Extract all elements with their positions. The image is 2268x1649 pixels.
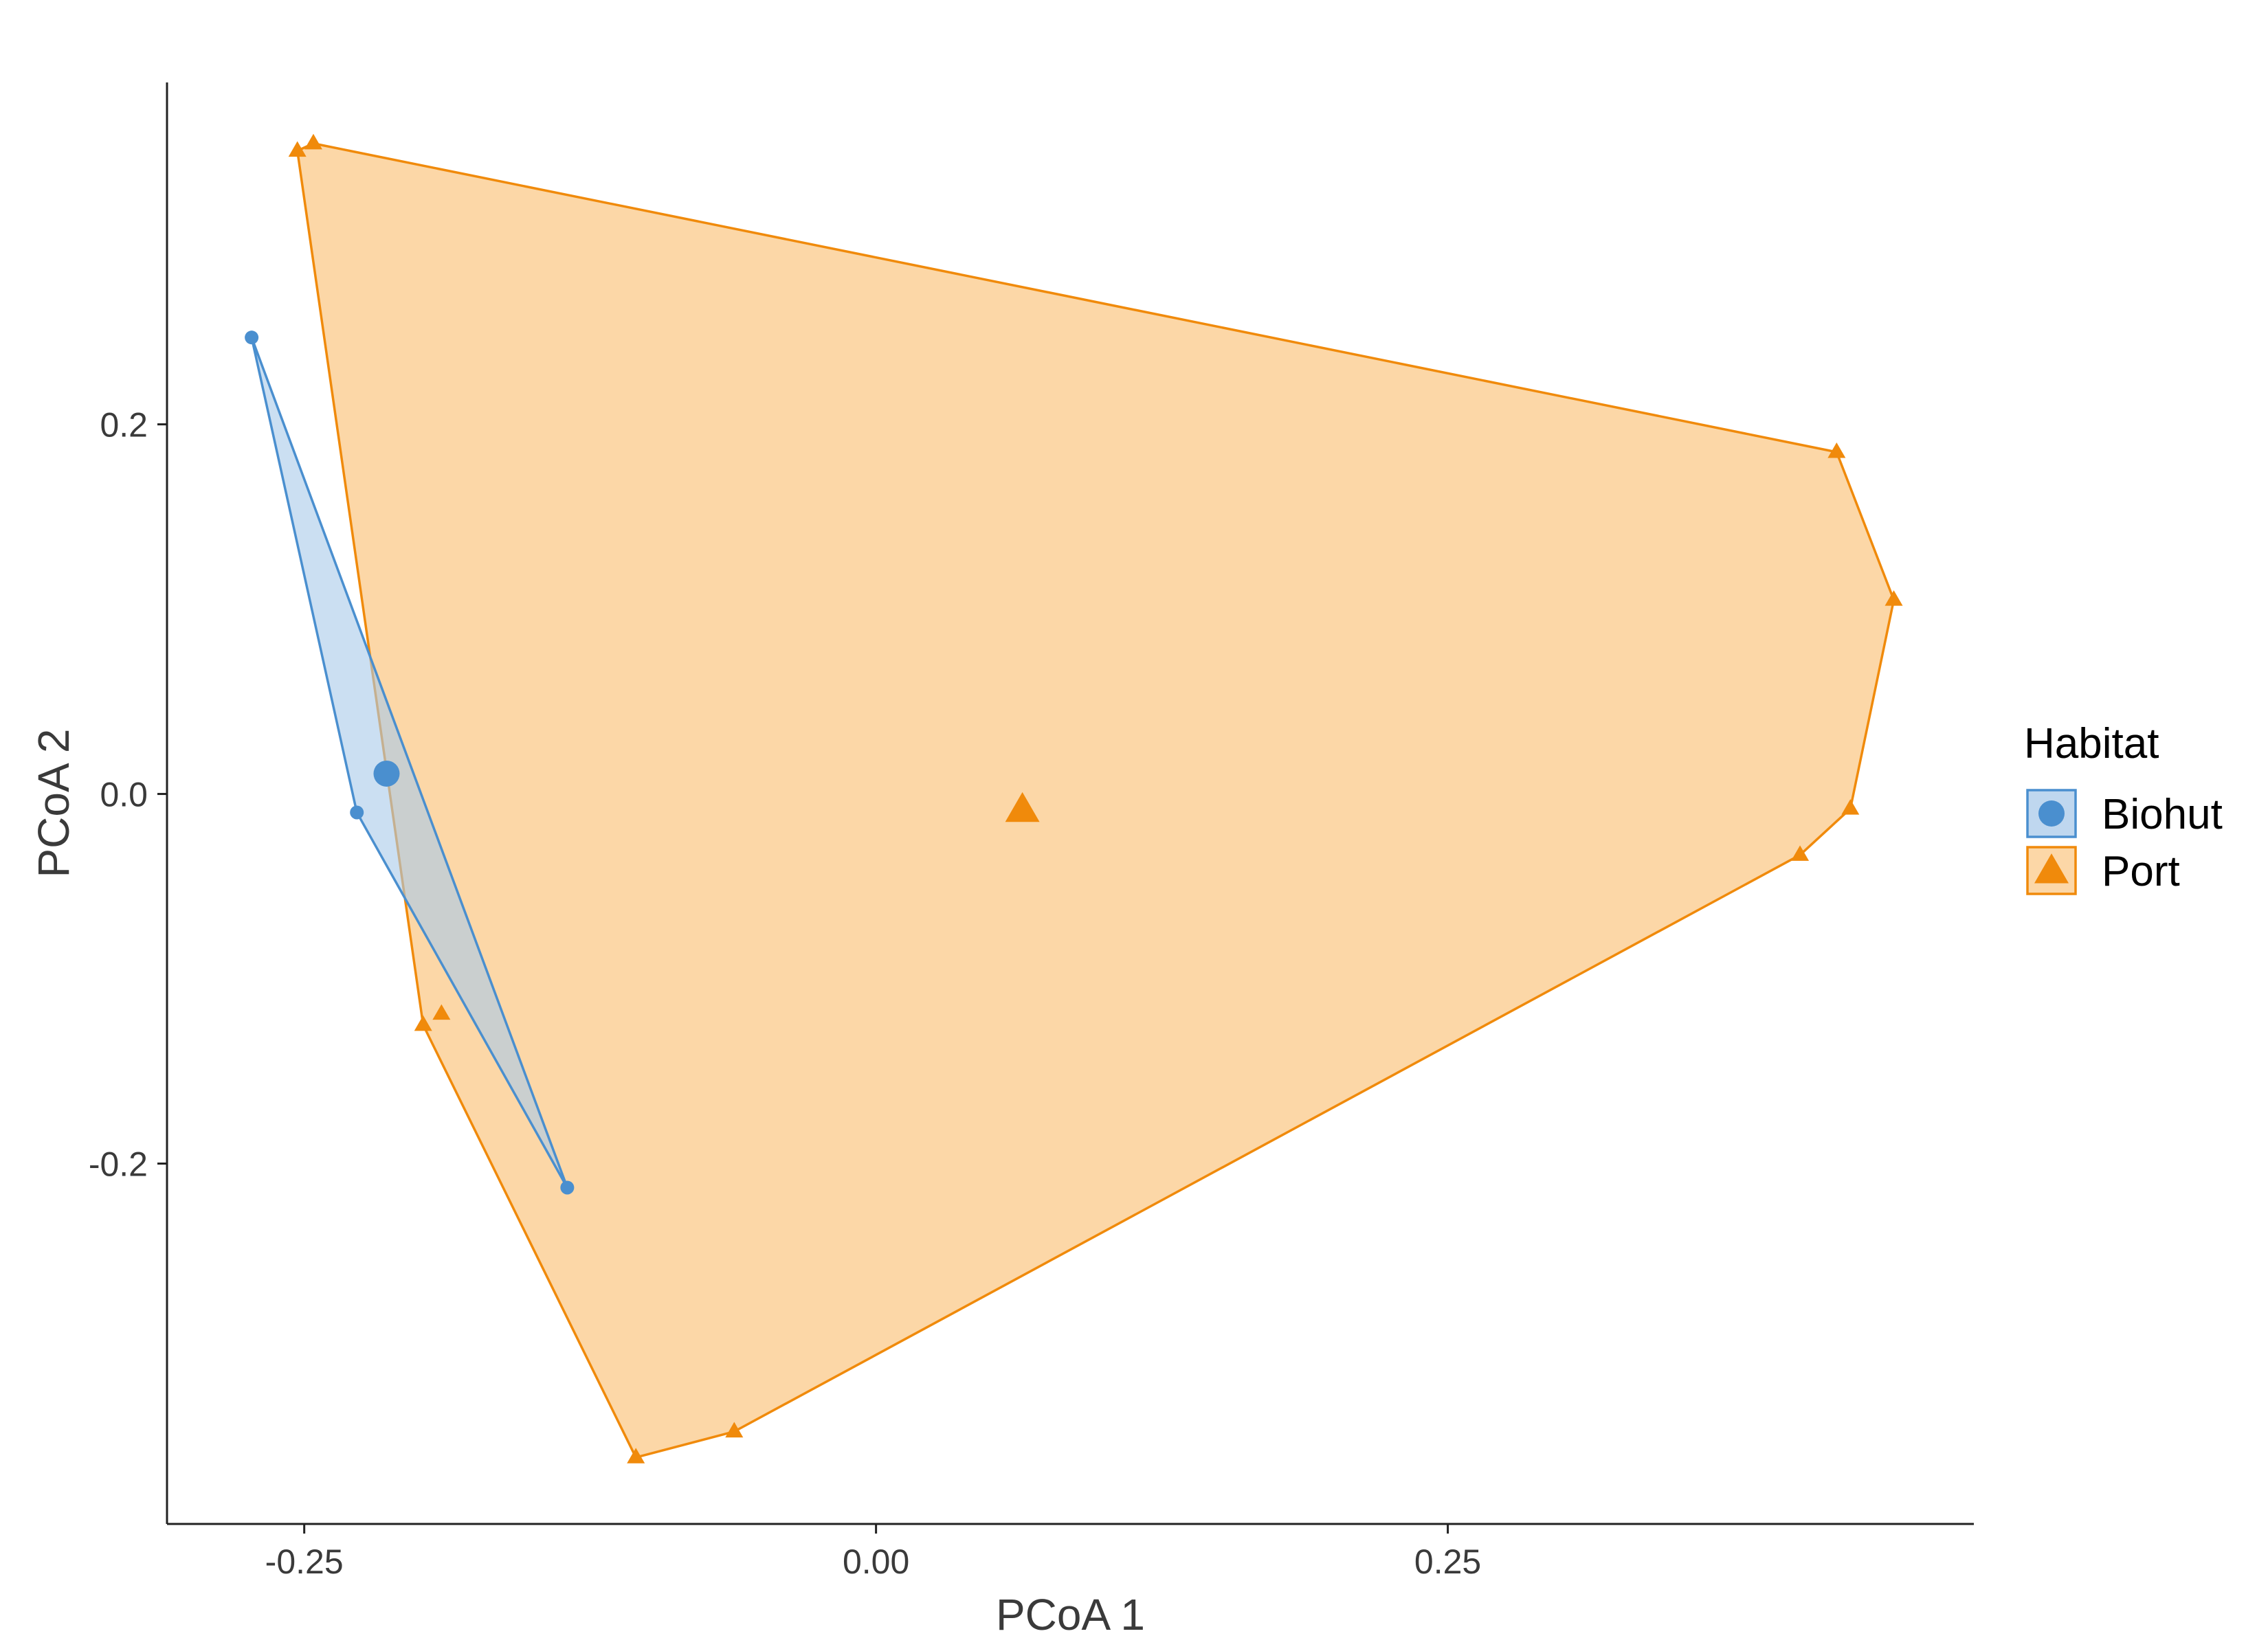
point-port	[432, 1004, 451, 1020]
hull-port	[296, 142, 1895, 1459]
legend-symbol-biohut	[2038, 800, 2065, 827]
y-axis-title: PCoA 2	[29, 728, 78, 877]
point-port	[1827, 442, 1846, 458]
x-tick-label: 0.00	[843, 1543, 909, 1581]
point-port	[414, 1015, 432, 1031]
point-port	[1791, 845, 1810, 861]
centroid-port	[1005, 792, 1040, 822]
point-port	[288, 141, 307, 157]
x-axis-ticks: -0.25 0.00 0.25	[265, 1524, 1481, 1581]
legend-symbol-port	[2034, 853, 2069, 884]
plot-area	[245, 133, 1903, 1463]
x-tick-label: 0.25	[1414, 1543, 1481, 1581]
y-tick-label: 0.2	[100, 406, 148, 445]
point-port	[304, 133, 322, 150]
legend-item-biohut: Biohut	[2026, 789, 2223, 838]
hull-biohut	[250, 336, 569, 1189]
point-biohut	[560, 1180, 575, 1195]
legend-items: Biohut Port	[2026, 789, 2223, 895]
point-port	[1885, 590, 1903, 606]
point-biohut	[350, 805, 364, 820]
legend-item-port: Port	[2026, 846, 2180, 895]
point-biohut	[245, 330, 259, 345]
legend-label-port: Port	[2102, 848, 2180, 895]
y-tick-label: 0.0	[100, 776, 148, 814]
point-port	[627, 1448, 645, 1463]
axes: -0.25 0.00 0.25 0.2 0.0 -0.2	[89, 82, 1974, 1581]
centroid-biohut	[373, 760, 400, 787]
point-port	[725, 1422, 744, 1438]
y-tick-label: -0.2	[89, 1145, 148, 1184]
x-tick-label: -0.25	[265, 1543, 344, 1581]
legend-label-biohut: Biohut	[2102, 791, 2223, 838]
point-port	[1841, 799, 1860, 815]
y-axis-ticks: 0.2 0.0 -0.2	[89, 406, 167, 1184]
x-axis-title: PCoA 1	[996, 1590, 1145, 1639]
hull-layer	[250, 142, 1895, 1459]
legend: Habitat Biohut Port	[2024, 720, 2223, 895]
point-layer	[245, 133, 1903, 1463]
legend-title: Habitat	[2024, 720, 2159, 767]
